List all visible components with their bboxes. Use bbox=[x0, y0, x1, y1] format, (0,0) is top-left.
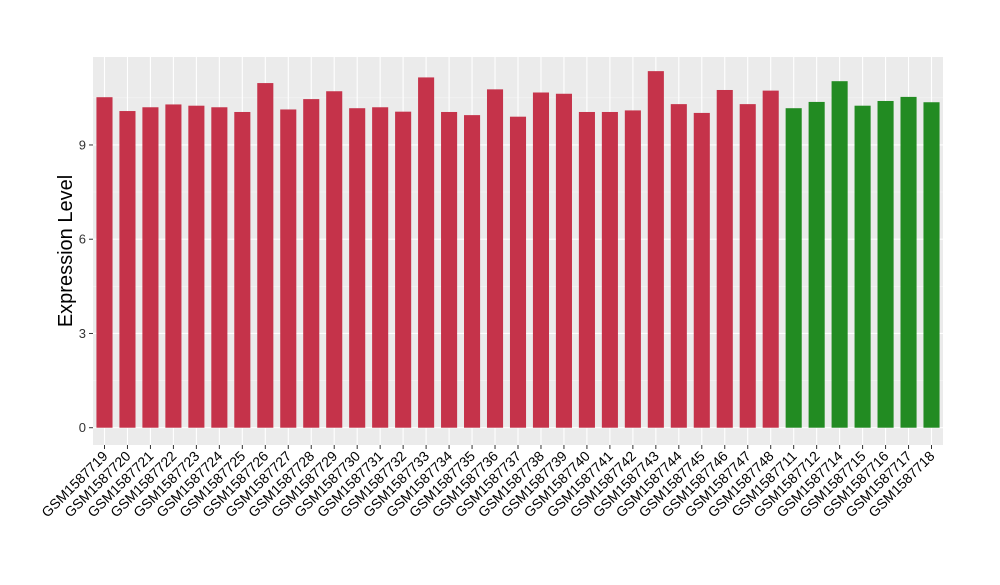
bar-GSM1587742 bbox=[624, 110, 641, 428]
bar-GSM1587714 bbox=[831, 81, 848, 428]
bar-GSM1587733 bbox=[418, 77, 435, 428]
bar-GSM1587724 bbox=[211, 107, 228, 428]
bar-GSM1587711 bbox=[785, 108, 802, 428]
bar-GSM1587712 bbox=[808, 101, 825, 428]
bar-GSM1587720 bbox=[119, 111, 136, 428]
x-axis: GSM1587719GSM1587720GSM1587721GSM1587722… bbox=[38, 445, 938, 520]
y-axis: 0 3 6 9 bbox=[79, 137, 93, 435]
bar-GSM1587722 bbox=[165, 104, 182, 428]
bar-GSM1587740 bbox=[578, 111, 595, 428]
bar-GSM1587747 bbox=[739, 104, 756, 428]
bar-GSM1587737 bbox=[509, 116, 527, 428]
bar-GSM1587728 bbox=[303, 99, 320, 428]
bar-GSM1587718 bbox=[923, 102, 940, 428]
y-tick-label: 9 bbox=[79, 137, 86, 152]
bar-GSM1587746 bbox=[716, 89, 733, 428]
bar-GSM1587719 bbox=[96, 97, 113, 428]
bar-GSM1587732 bbox=[395, 111, 412, 428]
bar-GSM1587716 bbox=[877, 100, 894, 428]
bar-GSM1587748 bbox=[762, 90, 779, 428]
bar-GSM1587729 bbox=[326, 91, 343, 428]
bar-GSM1587743 bbox=[647, 71, 664, 428]
bar-GSM1587731 bbox=[372, 107, 389, 428]
bar-GSM1587739 bbox=[555, 93, 572, 428]
y-tick-label: 6 bbox=[79, 232, 86, 247]
bars bbox=[96, 71, 940, 428]
bar-GSM1587726 bbox=[257, 83, 274, 428]
bar-GSM1587727 bbox=[280, 109, 297, 428]
bar-GSM1587721 bbox=[142, 107, 159, 428]
bar-GSM1587715 bbox=[854, 105, 871, 428]
y-axis-label: Expression Level bbox=[55, 175, 77, 327]
bar-GSM1587741 bbox=[601, 111, 618, 428]
bar-GSM1587744 bbox=[670, 104, 687, 428]
bar-GSM1587745 bbox=[693, 112, 710, 428]
bar-GSM1587725 bbox=[234, 111, 251, 428]
bar-GSM1587730 bbox=[349, 108, 366, 428]
bar-GSM1587735 bbox=[464, 115, 481, 428]
y-tick-label: 0 bbox=[79, 420, 86, 435]
bar-GSM1587734 bbox=[441, 111, 458, 428]
bar-GSM1587723 bbox=[188, 105, 205, 428]
bar-GSM1587717 bbox=[900, 96, 917, 428]
y-tick-label: 3 bbox=[79, 326, 86, 341]
bar-GSM1587736 bbox=[486, 89, 504, 428]
bar-GSM1587738 bbox=[532, 92, 550, 428]
